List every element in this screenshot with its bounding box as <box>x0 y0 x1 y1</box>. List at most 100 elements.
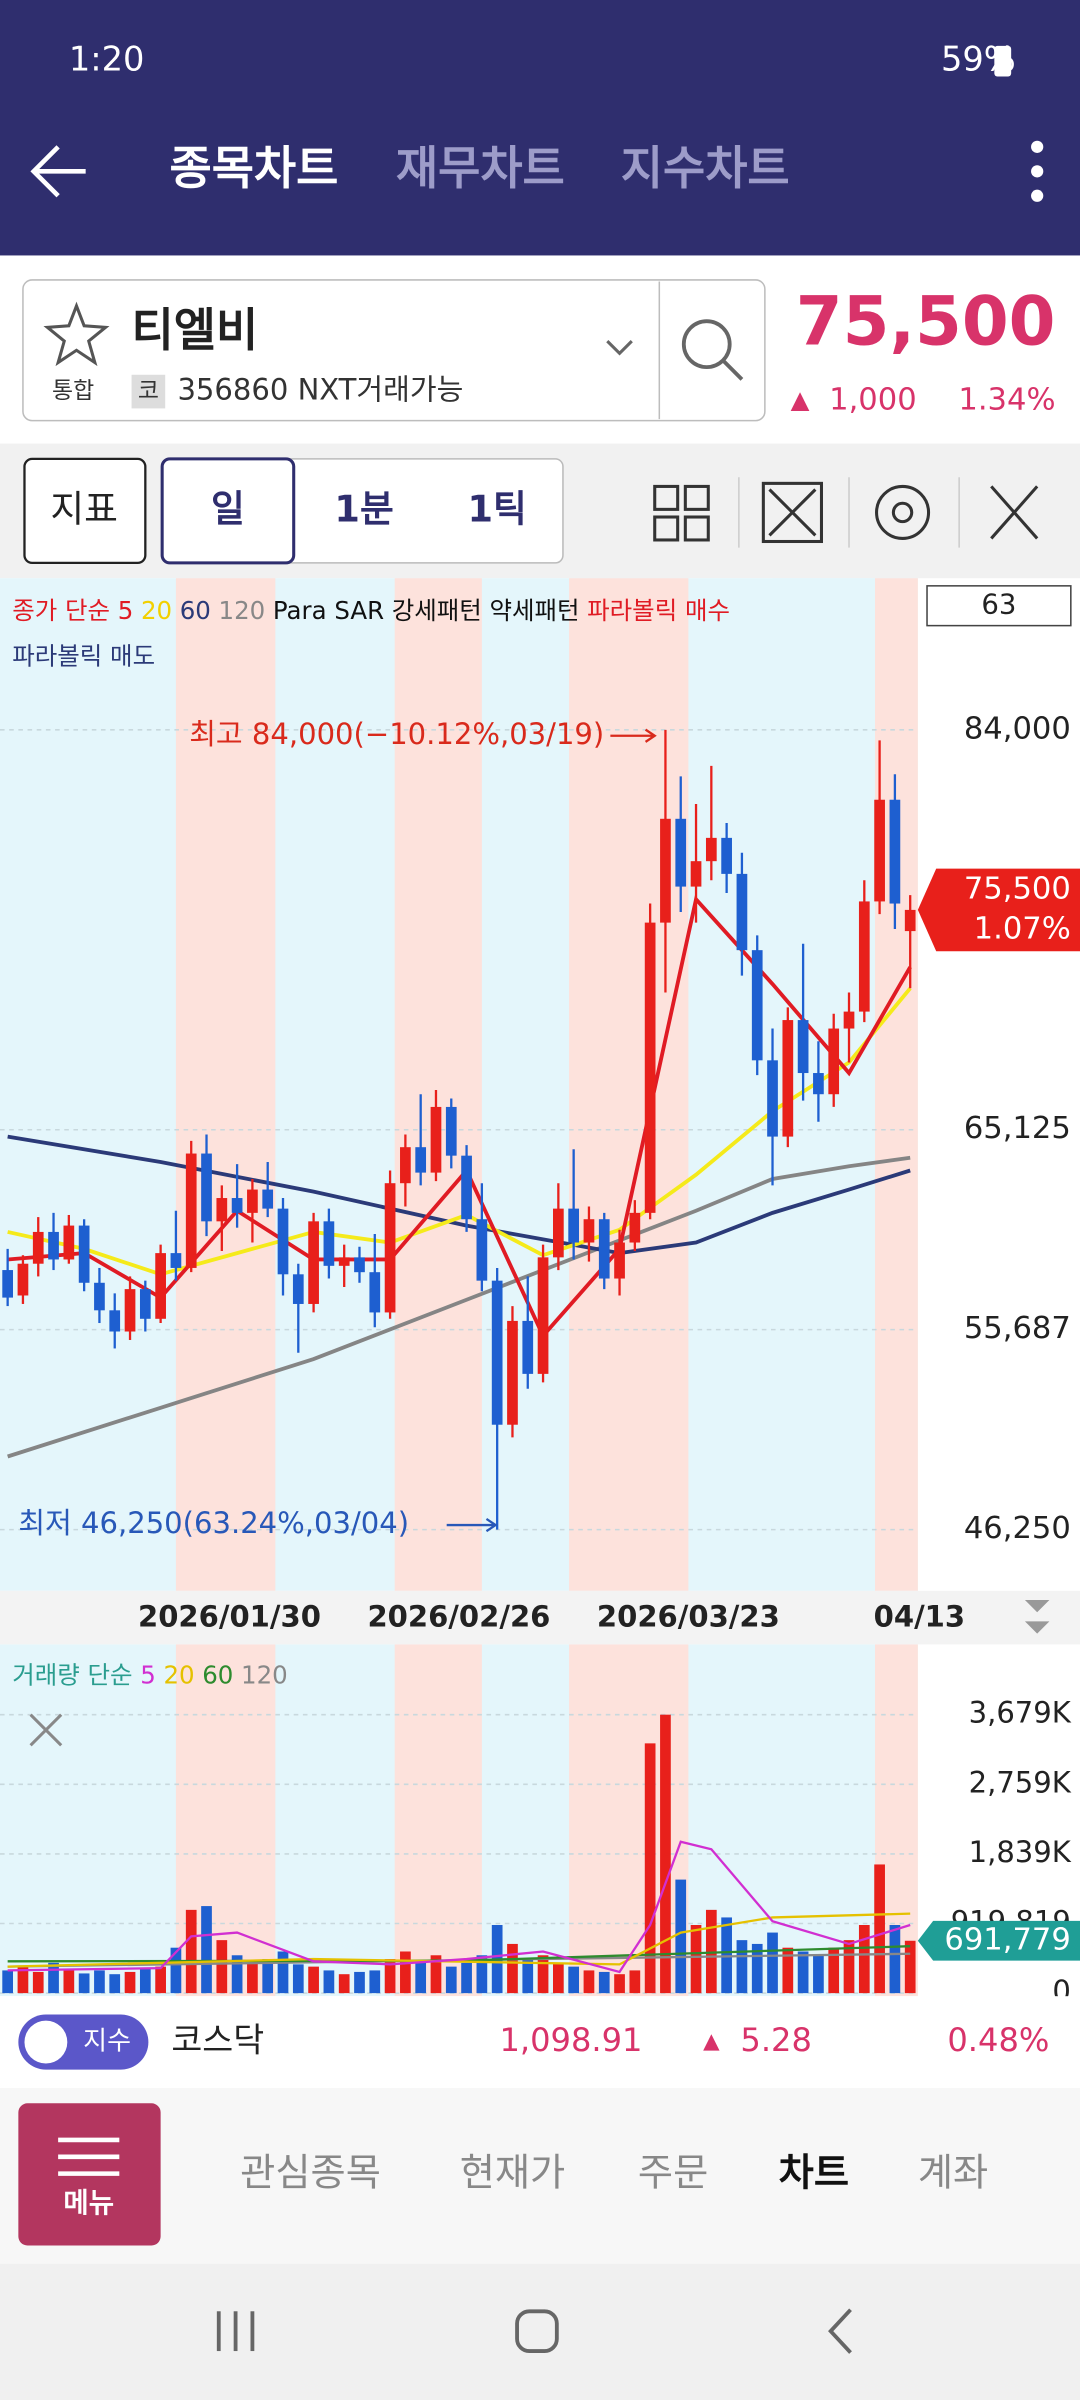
candle-body <box>384 1183 396 1313</box>
legend-item: 파라볼릭 매도 <box>12 642 155 671</box>
legend-item: 120 <box>219 596 266 625</box>
volume-bar <box>109 1974 121 1994</box>
candle-body <box>338 1257 350 1266</box>
period-label[interactable]: 1틱 <box>468 487 527 530</box>
price-tag-pct: 1.07% <box>974 911 1071 946</box>
system-buttons[interactable] <box>216 2308 852 2354</box>
candle-body <box>843 1011 855 1029</box>
change-pct: 1.34% <box>958 382 1055 417</box>
volume-bar <box>247 1962 258 1994</box>
legend-item: 거래량 단순 <box>12 1660 132 1689</box>
nav-item[interactable]: 주문 <box>638 2152 708 2196</box>
volume-bar <box>705 1909 717 1994</box>
back-button[interactable] <box>30 145 86 198</box>
nav-item[interactable]: 관심종목 <box>240 2152 381 2196</box>
volume-bar <box>736 1940 748 1994</box>
legend-item: 20 <box>163 1660 194 1689</box>
favorite-star[interactable] <box>43 301 110 367</box>
volume-bar <box>124 1971 136 1994</box>
period-day[interactable] <box>160 457 296 565</box>
candle-body <box>231 1198 243 1213</box>
legend-item: 강세패턴 <box>392 596 482 625</box>
index-badge: 지수 <box>83 2027 131 2057</box>
candle-body <box>32 1231 44 1264</box>
candle-body <box>94 1282 105 1311</box>
tab[interactable]: 지수차트 <box>621 141 790 195</box>
volume-bar <box>323 1970 335 1994</box>
pane-resize[interactable] <box>1024 1600 1050 1634</box>
x-tick-label: 2026/02/26 <box>367 1599 550 1633</box>
period-count: 63 <box>981 589 1016 621</box>
period-box[interactable] <box>926 585 1072 627</box>
volume-bar <box>308 1966 319 1994</box>
stock-box[interactable] <box>22 279 766 422</box>
candle-body <box>782 1020 794 1137</box>
candle-body <box>78 1225 90 1283</box>
tab-active[interactable]: 종목차트 <box>170 141 339 195</box>
tab[interactable]: 재무차트 <box>396 141 565 195</box>
volume-bar <box>139 1968 151 1994</box>
low-arrow <box>446 1517 498 1533</box>
legend-item: 120 <box>241 1660 288 1689</box>
change-arrow: ▲ <box>791 385 810 414</box>
period-label[interactable]: 1분 <box>334 487 393 530</box>
candle-body <box>889 799 901 904</box>
candle-body <box>17 1263 29 1296</box>
indicator-button[interactable] <box>23 457 147 565</box>
stock-code: 356860 NXT거래가능 <box>177 373 463 407</box>
volume-bar <box>644 1743 656 1994</box>
y-tick-label: 3,679K <box>969 1696 1072 1730</box>
candle-body <box>751 950 763 1061</box>
volume-bar <box>384 1959 396 1994</box>
toolbar-icons[interactable] <box>653 481 1039 544</box>
candle-body <box>170 1253 182 1268</box>
battery-icon <box>994 45 1012 77</box>
candle-body <box>461 1155 472 1220</box>
menu-label: 메뉴 <box>63 2187 114 2219</box>
legend-item: 5 <box>140 1660 156 1689</box>
candle-body <box>675 818 687 887</box>
volume-bar <box>553 1962 564 1994</box>
index-pct: 0.48% <box>947 2021 1049 2059</box>
y-tick-label: 1,839K <box>969 1835 1072 1869</box>
candle-body <box>308 1221 319 1304</box>
nav-item-active[interactable]: 차트 <box>779 2152 849 2196</box>
candle-body <box>598 1219 610 1279</box>
nav-item[interactable]: 계좌 <box>918 2152 988 2196</box>
more-button[interactable] <box>1031 140 1044 202</box>
candle-body <box>644 922 656 1213</box>
dropdown[interactable] <box>606 340 633 356</box>
index-arrow: ▲ <box>703 2029 720 2054</box>
candle-body <box>247 1189 258 1213</box>
nav-item[interactable]: 현재가 <box>460 2152 566 2196</box>
candle-body <box>400 1147 411 1184</box>
volume-bar <box>874 1864 885 1994</box>
candle-body <box>185 1153 197 1268</box>
search-button[interactable] <box>681 319 744 381</box>
price-tag-value: 75,500 <box>964 872 1071 907</box>
bottom-nav <box>0 2087 1080 2264</box>
volume-bar <box>17 1966 29 1994</box>
volume-bar <box>614 1974 625 1994</box>
volume-bar <box>185 1909 197 1994</box>
system-nav <box>0 2263 1080 2400</box>
volume-bar <box>797 1951 809 1994</box>
candle-body <box>139 1289 151 1319</box>
x-tick-label: 2026/03/23 <box>597 1599 780 1633</box>
volume-bar <box>48 1962 59 1994</box>
volume-bar <box>843 1940 855 1994</box>
candle-body <box>445 1106 457 1156</box>
high-arrow <box>610 728 657 743</box>
candle-body <box>904 909 916 932</box>
volume-bar <box>445 1966 457 1994</box>
candle-body <box>690 861 702 887</box>
volume-bar <box>568 1966 580 1994</box>
close-volume[interactable] <box>29 1713 63 1747</box>
volume-bar <box>63 1968 75 1994</box>
volume-bar <box>476 1955 488 1994</box>
volume-bar <box>170 1947 182 1994</box>
period-label: 일 <box>211 487 245 530</box>
volume-bar <box>338 1974 350 1994</box>
volume-bar <box>660 1714 671 1994</box>
